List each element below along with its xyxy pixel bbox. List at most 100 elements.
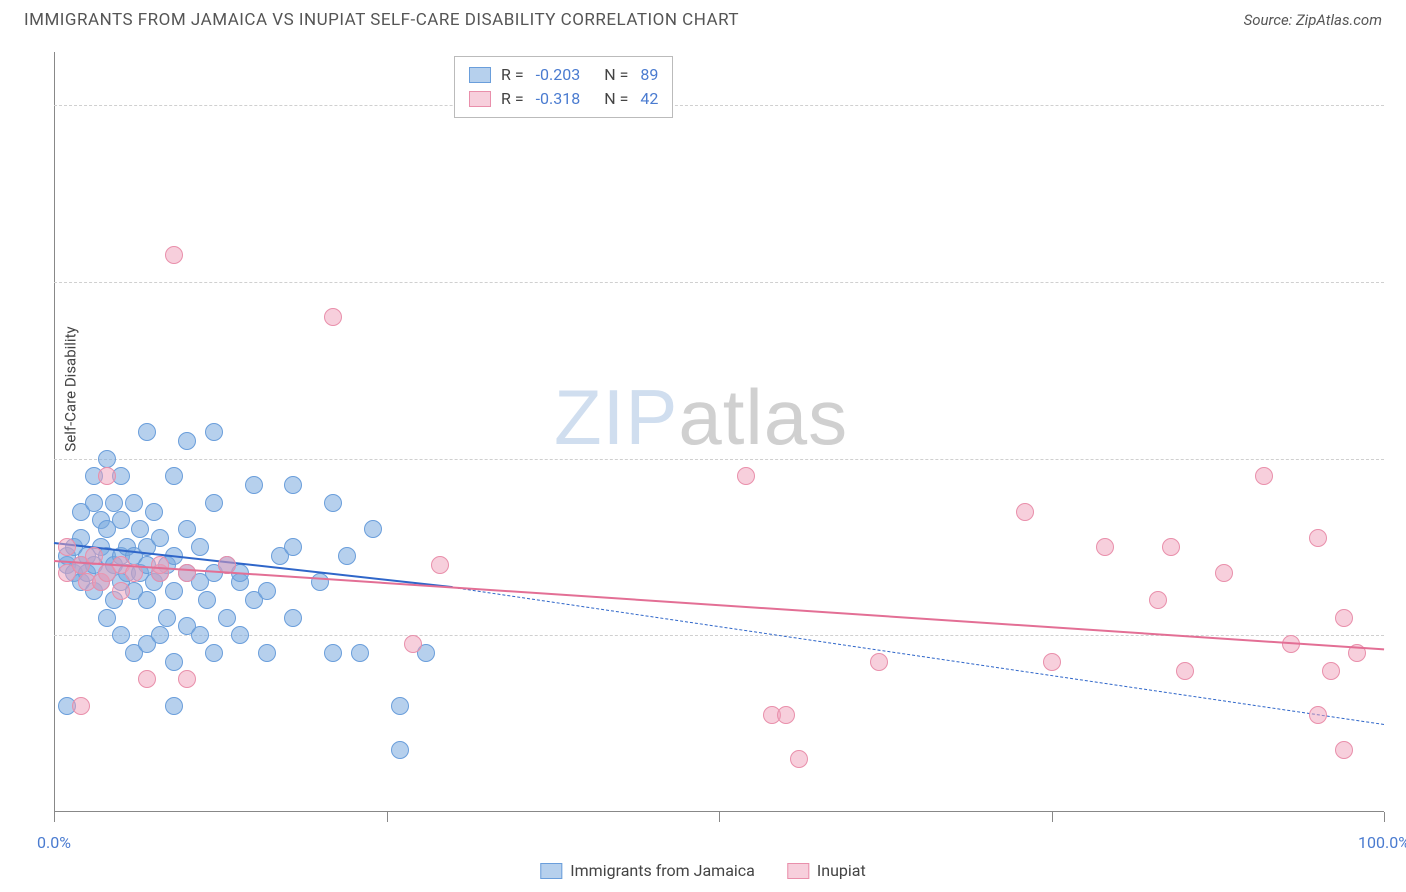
x-tick-label: 100.0% — [1358, 833, 1406, 852]
data-point — [1096, 538, 1114, 556]
legend-row: R = -0.203 N = 89 — [469, 63, 658, 87]
x-tick — [387, 812, 388, 822]
data-point — [191, 538, 209, 556]
data-point — [391, 741, 409, 759]
data-point — [245, 476, 263, 494]
data-point — [324, 494, 342, 512]
x-tick-label: 0.0% — [37, 833, 71, 852]
legend-swatch — [469, 91, 491, 107]
legend-swatch — [540, 863, 562, 879]
data-point — [870, 653, 888, 671]
data-point — [151, 529, 169, 547]
chart-area: ZIPatlas 2.0%4.0%6.0%8.0%0.0%100.0% R =-… — [54, 52, 1384, 812]
x-tick — [54, 812, 55, 822]
legend-label: Inupiat — [817, 861, 866, 880]
legend-item: Inupiat — [787, 861, 866, 880]
data-point — [165, 653, 183, 671]
data-point — [112, 511, 130, 529]
data-point — [151, 556, 169, 574]
data-point — [1335, 741, 1353, 759]
data-point — [98, 450, 116, 468]
data-point — [178, 564, 196, 582]
grid-line — [54, 105, 1384, 106]
data-point — [165, 582, 183, 600]
data-point — [98, 467, 116, 485]
n-value: 89 — [640, 63, 658, 87]
legend-swatch — [787, 863, 809, 879]
chart-title: IMMIGRANTS FROM JAMAICA VS INUPIAT SELF-… — [24, 10, 739, 30]
data-point — [737, 467, 755, 485]
n-value: 42 — [640, 87, 658, 111]
data-point — [258, 644, 276, 662]
r-value: -0.203 — [536, 63, 581, 87]
data-point — [145, 503, 163, 521]
x-tick — [1384, 812, 1385, 822]
data-point — [258, 582, 276, 600]
data-point — [131, 520, 149, 538]
grid-line — [54, 282, 1384, 283]
r-label: R = — [501, 63, 524, 87]
data-point — [178, 670, 196, 688]
data-point — [1322, 662, 1340, 680]
watermark: ZIPatlas — [554, 372, 848, 463]
grid-line — [54, 459, 1384, 460]
data-point — [85, 494, 103, 512]
n-label: N = — [604, 63, 628, 87]
x-tick — [1052, 812, 1053, 822]
r-value: -0.318 — [536, 87, 581, 111]
data-point — [1162, 538, 1180, 556]
n-label: N = — [604, 87, 628, 111]
data-point — [364, 520, 382, 538]
x-tick — [719, 812, 720, 822]
data-point — [72, 697, 90, 715]
data-point — [324, 308, 342, 326]
plot-area: ZIPatlas 2.0%4.0%6.0%8.0%0.0%100.0% — [54, 52, 1384, 812]
correlation-legend: R = -0.203 N = 89R = -0.318 N = 42 — [454, 56, 673, 118]
data-point — [165, 246, 183, 264]
data-point — [205, 423, 223, 441]
data-point — [1176, 662, 1194, 680]
data-point — [112, 626, 130, 644]
data-point — [1149, 591, 1167, 609]
data-point — [391, 697, 409, 715]
data-point — [205, 494, 223, 512]
data-point — [165, 697, 183, 715]
data-point — [404, 635, 422, 653]
data-point — [112, 582, 130, 600]
y-axis-line — [54, 52, 55, 812]
data-point — [191, 626, 209, 644]
data-point — [790, 750, 808, 768]
data-point — [1309, 706, 1327, 724]
data-point — [151, 626, 169, 644]
data-point — [98, 609, 116, 627]
data-point — [1309, 529, 1327, 547]
data-point — [138, 423, 156, 441]
data-point — [205, 644, 223, 662]
data-point — [1335, 609, 1353, 627]
chart-source: Source: ZipAtlas.com — [1244, 11, 1382, 29]
data-point — [1043, 653, 1061, 671]
watermark-left: ZIP — [554, 373, 678, 461]
legend-label: Immigrants from Jamaica — [570, 861, 755, 880]
legend-swatch — [469, 67, 491, 83]
data-point — [1215, 564, 1233, 582]
chart-header: IMMIGRANTS FROM JAMAICA VS INUPIAT SELF-… — [0, 0, 1406, 30]
data-point — [125, 494, 143, 512]
watermark-right: atlas — [678, 373, 848, 461]
data-point — [138, 591, 156, 609]
data-point — [198, 591, 216, 609]
data-point — [105, 494, 123, 512]
data-point — [284, 476, 302, 494]
data-point — [284, 609, 302, 627]
data-point — [1255, 467, 1273, 485]
legend-item: Immigrants from Jamaica — [540, 861, 755, 880]
data-point — [178, 432, 196, 450]
series-legend: Immigrants from Jamaica Inupiat — [540, 861, 865, 880]
data-point — [158, 609, 176, 627]
data-point — [138, 670, 156, 688]
data-point — [218, 609, 236, 627]
data-point — [324, 644, 342, 662]
data-point — [777, 706, 795, 724]
data-point — [231, 626, 249, 644]
trend-line — [453, 587, 1384, 725]
